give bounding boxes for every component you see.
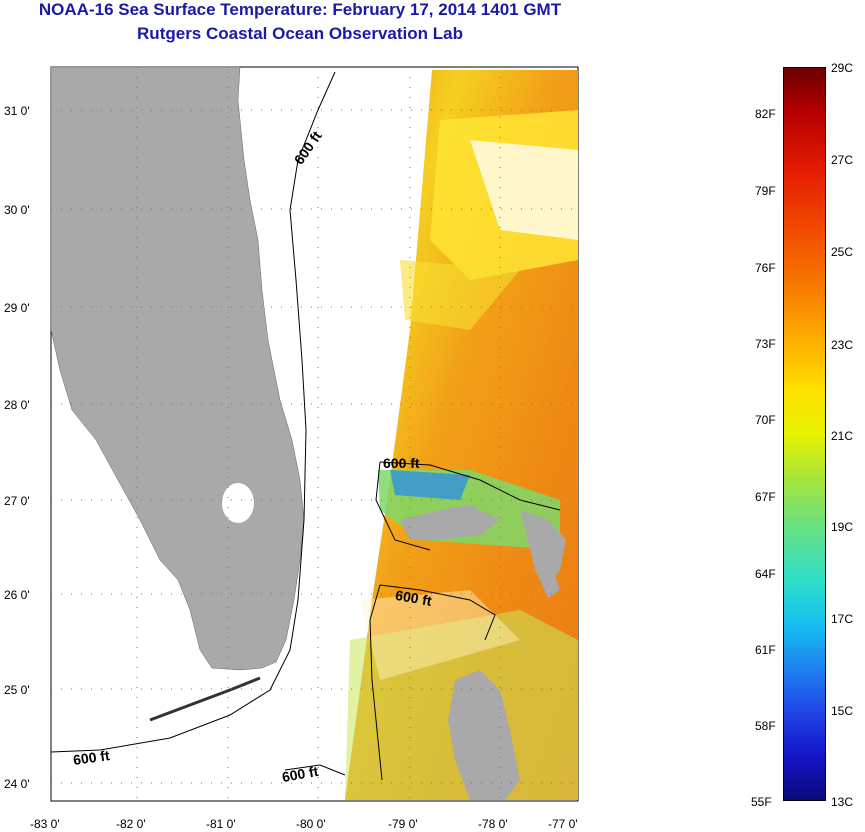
contour-label: 600 ft (383, 455, 420, 471)
lon-label: -77 0' (548, 817, 578, 831)
colorbar-c-label: 29C (831, 61, 854, 75)
map-subtitle: Rutgers Coastal Ocean Observation Lab (137, 24, 463, 43)
lat-label: 31 0' (4, 104, 30, 118)
lat-label: 26 0' (4, 588, 30, 602)
lon-label: -80 0' (296, 817, 326, 831)
colorbar-f-label: 70F (755, 413, 776, 427)
colorbar-f-label: 61F (755, 643, 776, 657)
lat-label: 25 0' (4, 683, 30, 697)
colorbar-c-label: 21C (831, 429, 854, 443)
grand-bahama-island (400, 505, 500, 540)
andros-island (448, 670, 520, 800)
longitude-labels: -83 0' -82 0' -81 0' -80 0' -79 0' -78 0… (30, 817, 578, 831)
lat-label: 24 0' (4, 777, 30, 791)
lon-label: -78 0' (478, 817, 508, 831)
colorbar-f-label: 82F (755, 107, 776, 121)
colorbar-f-label: 58F (755, 719, 776, 733)
colorbar-f-label: 55F (751, 795, 772, 809)
map-title: NOAA-16 Sea Surface Temperature: Februar… (38, 0, 562, 19)
colorbar-c-label: 17C (831, 612, 854, 626)
colorbar-f-label: 64F (755, 567, 776, 581)
lat-label: 28 0' (4, 398, 30, 412)
colorbar-f-label: 79F (755, 184, 776, 198)
contour-label: 600 ft (394, 587, 433, 609)
colorbar-f-label: 73F (755, 337, 776, 351)
colorbar-f-label: 67F (755, 490, 776, 504)
lat-label: 27 0' (4, 494, 30, 508)
depth-contour-600ft (50, 71, 561, 781)
lon-label: -79 0' (388, 817, 418, 831)
colorbar-c-label: 27C (831, 153, 854, 167)
lon-label: -83 0' (30, 817, 60, 831)
temperature-colorbar (783, 67, 826, 801)
colorbar-f-label: 76F (755, 261, 776, 275)
colorbar-c-label: 23C (831, 338, 854, 352)
lon-label: -81 0' (206, 817, 236, 831)
lake-okeechobee (222, 483, 254, 523)
colorbar-c-label: 13C (831, 795, 854, 809)
lat-label: 29 0' (4, 301, 30, 315)
colorbar-c-label: 25C (831, 245, 854, 259)
abaco-island (520, 510, 566, 590)
lon-label: -82 0' (116, 817, 146, 831)
latitude-labels: 31 0' 30 0' 29 0' 28 0' 27 0' 26 0' 25 0… (4, 104, 30, 791)
new-providence-island (540, 575, 560, 598)
florida-keys (149, 676, 261, 722)
contour-label: 600 ft (281, 763, 320, 785)
contour-label: 600 ft (72, 747, 111, 768)
colorbar-c-label: 15C (831, 704, 854, 718)
lat-label: 30 0' (4, 203, 30, 217)
colorbar-c-label: 19C (831, 520, 854, 534)
